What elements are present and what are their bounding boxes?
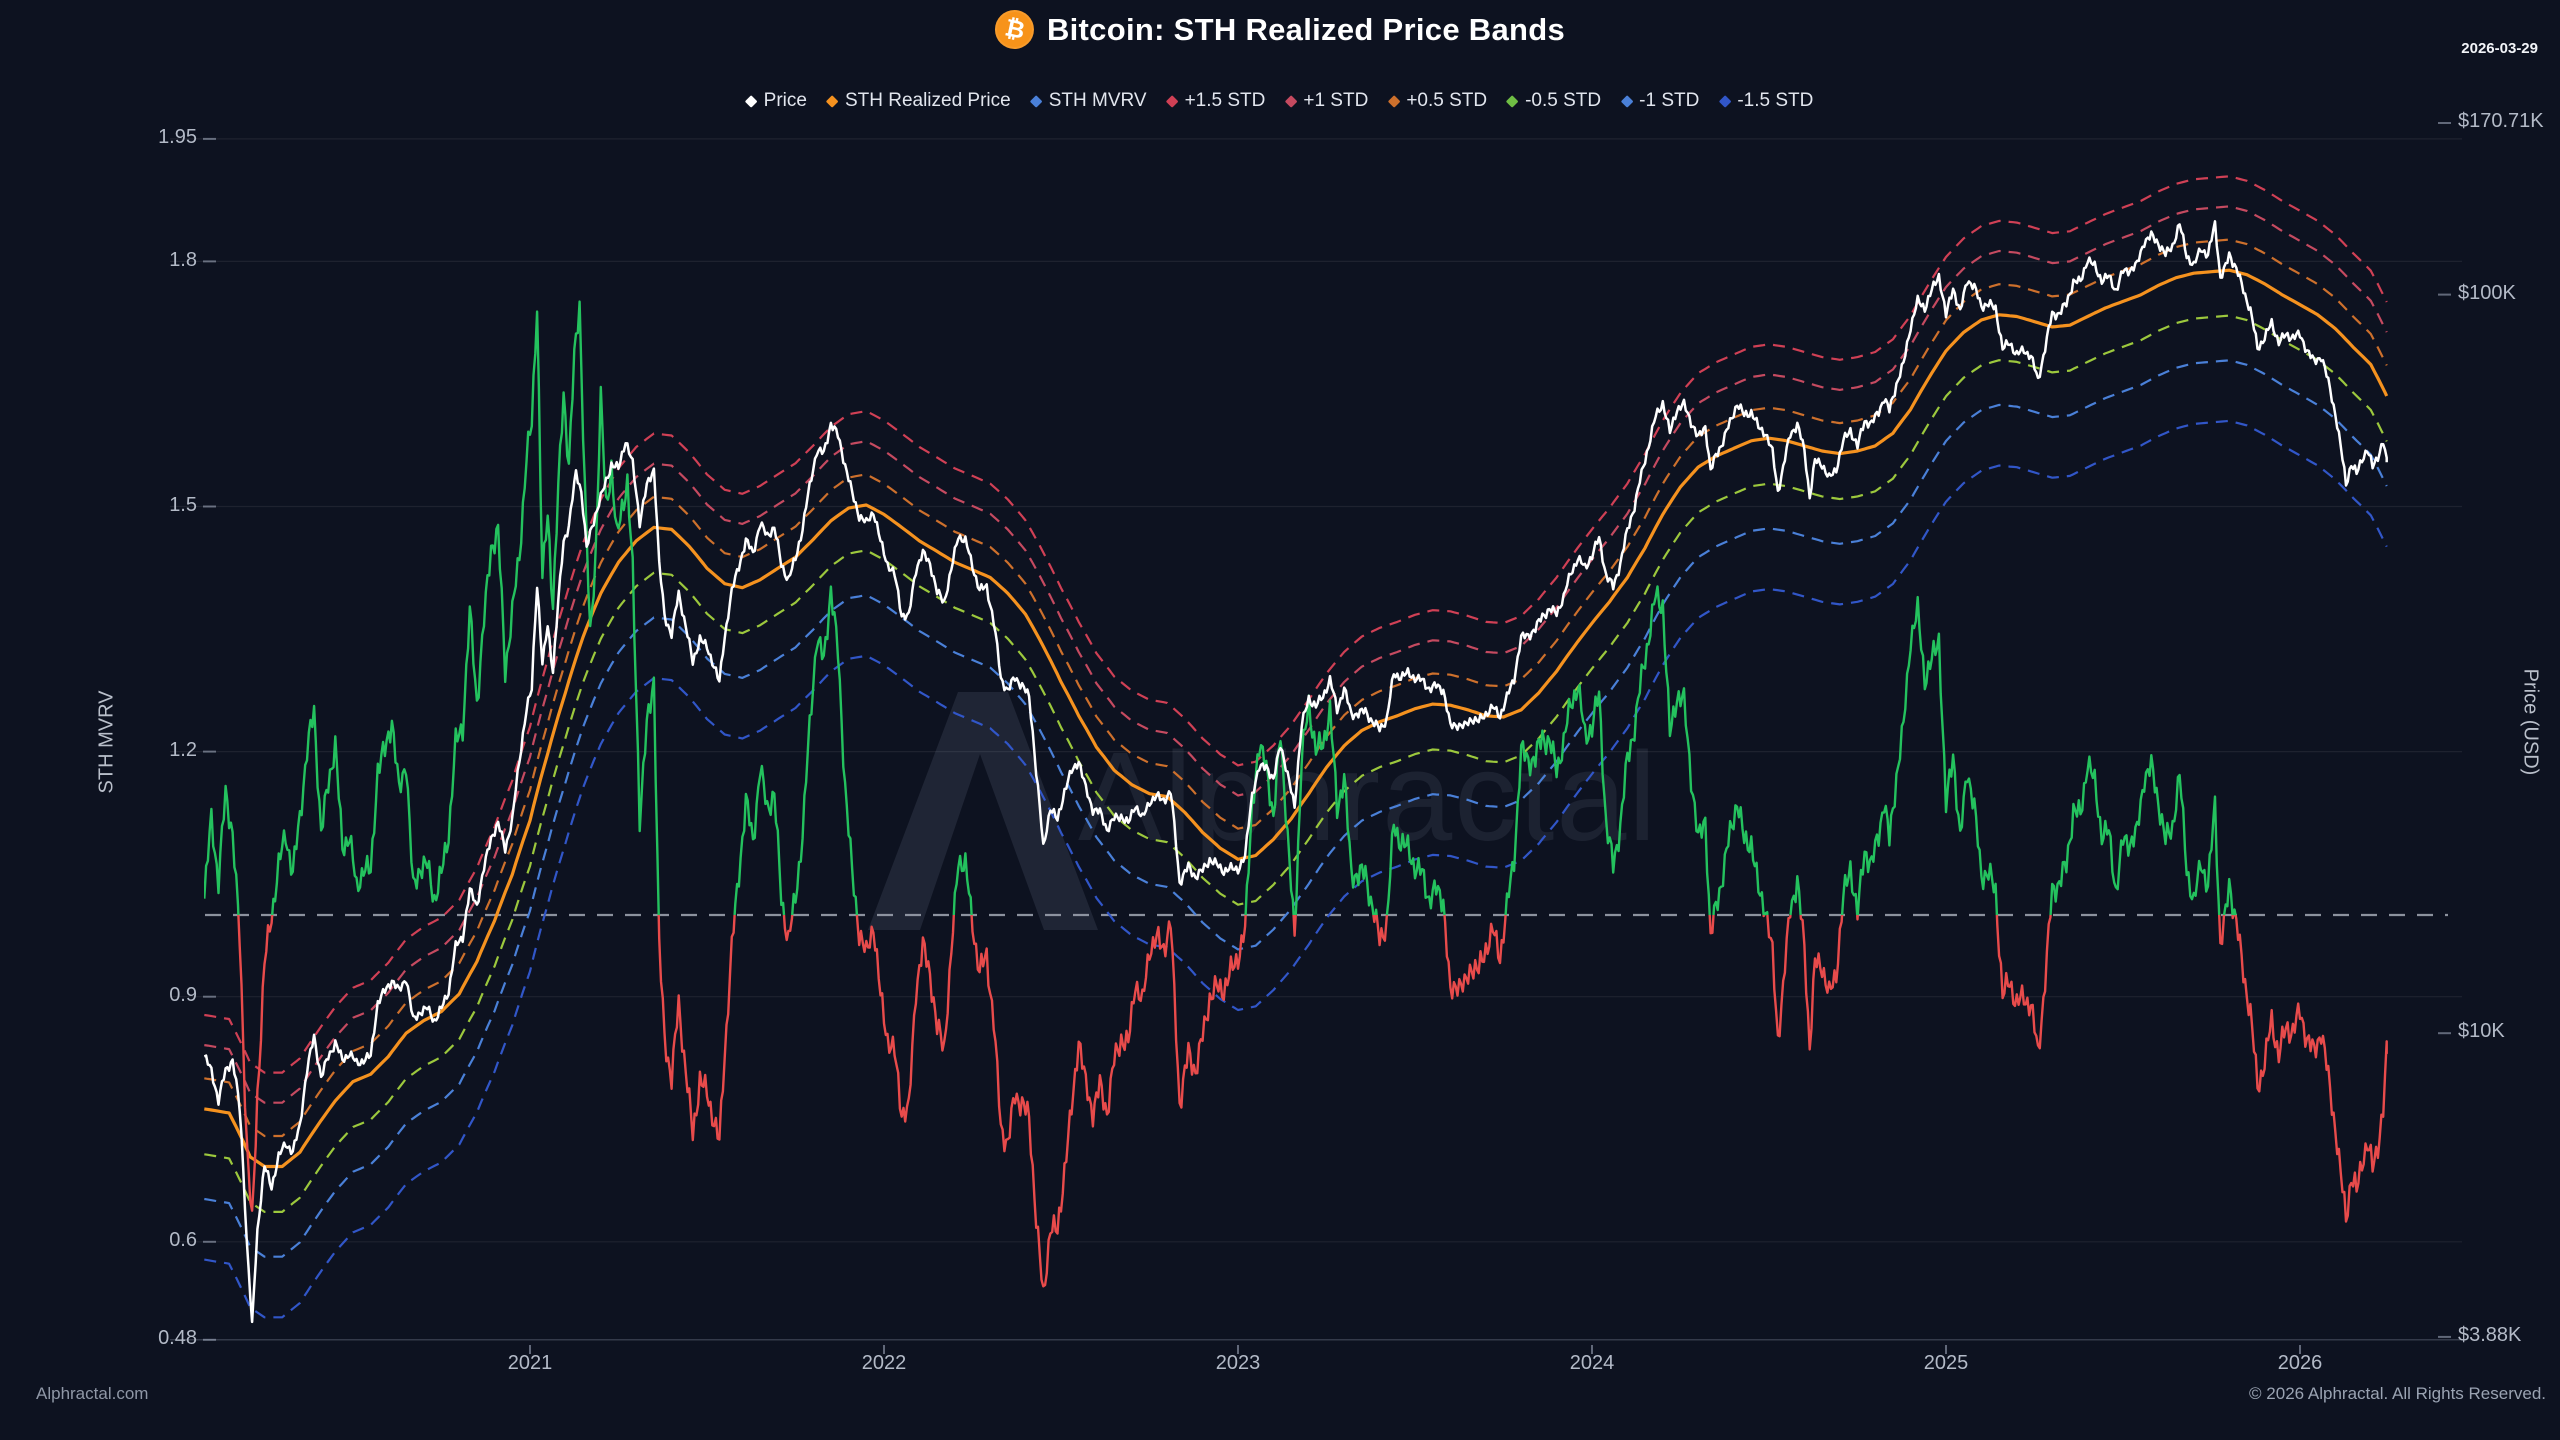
site-link[interactable]: Alphractal.com: [36, 1384, 149, 1403]
std-band-lines: [204, 175, 2388, 1319]
price-line: [204, 220, 2388, 1324]
legend-item-plus-1-std[interactable]: +1 STD: [1284, 90, 1368, 112]
legend-marker-diamond-icon: [744, 94, 758, 108]
x-tick-label: 2025: [1923, 1352, 1969, 1374]
x-tick-label: 2021: [507, 1352, 553, 1374]
left-tick-label: 1.5: [169, 494, 197, 516]
left-tick-label: 0.6: [169, 1229, 197, 1251]
legend-marker-diamond-icon: [1506, 94, 1519, 108]
sth-realized-price-line: [204, 268, 2389, 1169]
page-title: Bitcoin: STH Realized Price Bands: [1046, 11, 1566, 47]
legend-marker-diamond-icon: [826, 94, 839, 108]
legend-marker-diamond-icon: [1165, 94, 1179, 108]
legend-marker-diamond-icon: [1620, 94, 1634, 108]
chart-date: 2026-03-29: [2461, 40, 2538, 57]
sth-mvrv-line: [204, 300, 2388, 1288]
legend-marker-diamond-icon: [1718, 94, 1732, 108]
legend-item-price[interactable]: Price: [744, 90, 807, 112]
x-tick-label: 2023: [1215, 1352, 1261, 1374]
right-tick-label: $100K: [2458, 282, 2516, 304]
legend-marker-diamond-icon: [1029, 94, 1043, 108]
legend: Price STH Realized Price STH MVRV +1.5 S…: [744, 90, 1813, 112]
legend-marker-diamond-icon: [1387, 94, 1401, 108]
x-tick-label: 2022: [861, 1352, 907, 1374]
legend-marker-diamond-icon: [1284, 94, 1298, 108]
right-tick-label: $3.88K: [2458, 1324, 2522, 1346]
left-tick-label: 1.95: [158, 126, 197, 148]
left-tick-label: 0.9: [169, 984, 197, 1006]
x-tick-label: 2024: [1569, 1352, 1615, 1374]
left-tick-label: 0.48: [158, 1327, 197, 1349]
copyright-text: © 2026 Alphractal. All Rights Reserved.: [2249, 1384, 2546, 1403]
left-tick-label: 1.2: [169, 739, 197, 761]
right-tick-label: $10K: [2458, 1020, 2505, 1042]
legend-item-minus-0-5-std[interactable]: -0.5 STD: [1506, 90, 1601, 112]
legend-item-minus-1-5-std[interactable]: -1.5 STD: [1718, 90, 1813, 112]
legend-item-plus-0-5-std[interactable]: +0.5 STD: [1387, 90, 1487, 112]
chart-title-bar: ₿ Bitcoin: STH Realized Price Bands: [994, 10, 1566, 49]
legend-item-sth-realized-price[interactable]: STH Realized Price: [826, 90, 1011, 112]
left-tick-label: 1.8: [169, 249, 197, 271]
gridlines: [170, 138, 2462, 1341]
right-axis-title: Price (USD): [2519, 668, 2542, 776]
axis-ticks: [203, 122, 2451, 1354]
legend-item-sth-mvrv[interactable]: STH MVRV: [1029, 90, 1147, 112]
legend-item-plus-1-5-std[interactable]: +1.5 STD: [1165, 90, 1265, 112]
legend-item-minus-1-std[interactable]: -1 STD: [1620, 90, 1699, 112]
x-tick-label: 2026: [2277, 1352, 2323, 1374]
right-tick-label: $170.71K: [2458, 110, 2544, 132]
bitcoin-icon: ₿: [994, 10, 1034, 49]
